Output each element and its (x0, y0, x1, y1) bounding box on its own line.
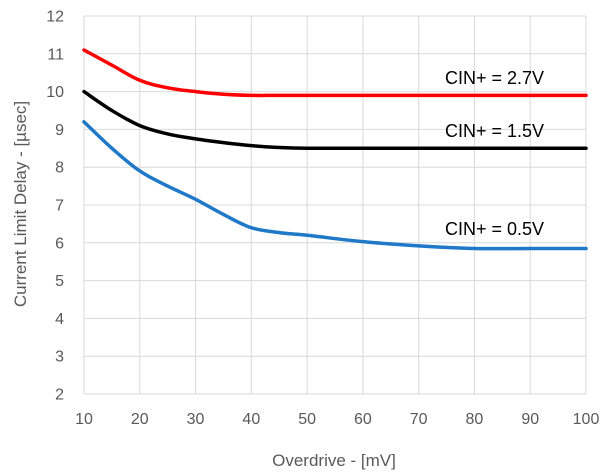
y-tick-label: 4 (55, 311, 64, 328)
x-tick-label: 100 (573, 411, 600, 428)
y-tick-label: 12 (46, 9, 64, 26)
y-tick-label: 6 (55, 235, 64, 252)
tick-labels: 2 3 4 5 6 7 8 9 10 11 12 10 20 30 40 50 60 70 80 90 100 (46, 9, 599, 429)
y-tick-label: 9 (55, 122, 64, 139)
y-tick-label: 3 (55, 349, 64, 366)
series-label-2: CIN+ = 1.5V (445, 121, 544, 141)
x-tick-label: 90 (521, 411, 539, 428)
y-tick-label: 11 (47, 46, 64, 63)
grid-layer (83, 15, 587, 395)
y-axis-title: Current Limit Delay - [µsec] (11, 101, 30, 307)
series-line-1 (82, 48, 588, 98)
y-tick-label: 7 (55, 198, 64, 215)
x-tick-label: 10 (75, 411, 93, 428)
y-tick-label: 5 (55, 273, 64, 290)
series-labels: CIN+ = 2.7V CIN+ = 1.5V CIN+ = 0.5V (445, 68, 544, 239)
x-tick-label: 20 (131, 411, 149, 428)
x-tick-label: 30 (187, 411, 205, 428)
x-tick-label: 60 (354, 411, 372, 428)
x-axis-title: Overdrive - [mV] (272, 451, 396, 470)
series-label-1: CIN+ = 2.7V (445, 68, 544, 88)
y-tick-label: 8 (55, 160, 64, 177)
x-tick-label: 50 (298, 411, 316, 428)
x-tick-label: 40 (242, 411, 260, 428)
x-tick-label: 70 (410, 411, 428, 428)
y-tick-label: 2 (55, 387, 64, 404)
series-label-3: CIN+ = 0.5V (445, 219, 544, 239)
series-line-3 (82, 120, 588, 251)
series-layer (82, 48, 588, 251)
y-tick-label: 10 (46, 84, 64, 101)
x-tick-label: 80 (466, 411, 484, 428)
series-line-2 (82, 89, 588, 151)
